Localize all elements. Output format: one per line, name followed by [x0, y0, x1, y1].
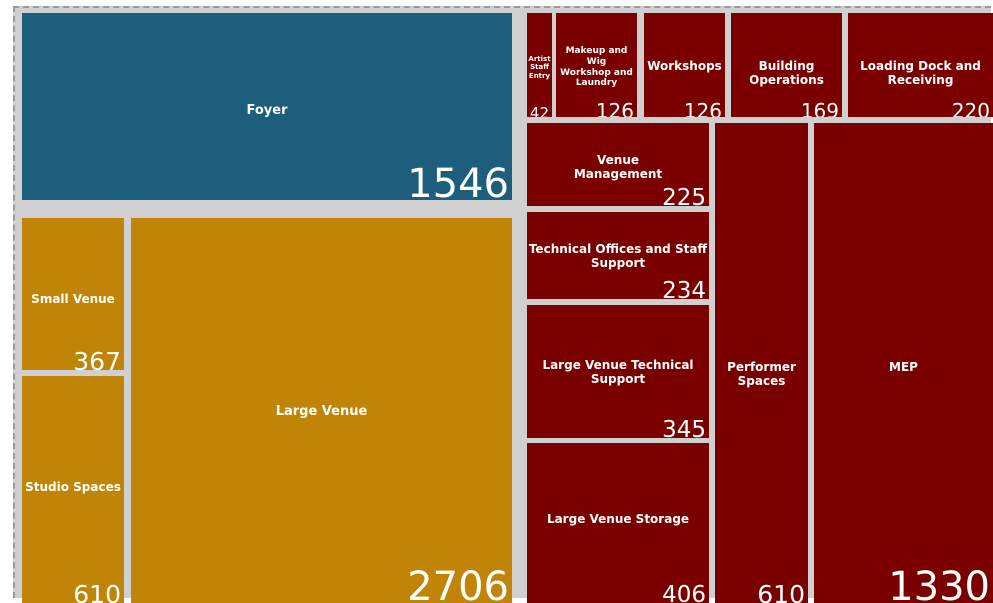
treemap-tile-technical-offices-and-staff-support: Technical Offices and Staff Support 234: [527, 212, 709, 299]
tile-label: Large Venue Storage: [546, 512, 690, 526]
tile-label: Venue Management: [573, 153, 663, 182]
treemap-tile-performer-spaces: Performer Spaces 610: [715, 123, 808, 603]
treemap-tile-workshops: Workshops 126: [644, 13, 725, 117]
tile-value: 406: [662, 582, 706, 603]
tile-label: Large Venue Technical Support: [542, 358, 694, 387]
tile-value: 126: [683, 99, 722, 117]
tile-value: 126: [595, 99, 634, 117]
tile-value: 610: [757, 580, 805, 603]
tile-label: Workshops: [647, 59, 722, 73]
tile-value: 220: [951, 99, 990, 117]
treemap-tile-large-venue-storage: Large Venue Storage 406: [527, 443, 709, 603]
treemap-chart: Foyer 1546 Large Venue 2706 Small Venue 367 St…: [13, 6, 993, 603]
tile-label: Studio Spaces: [25, 480, 121, 494]
treemap-tile-large-venue-technical-support: Large Venue Technical Support 345: [527, 305, 709, 438]
treemap-tile-artist-staff-entry: Artist Staff Entry 42: [527, 13, 552, 117]
tile-label: Technical Offices and Staff Support: [528, 242, 708, 271]
tile-label: Makeup and Wig Workshop and Laundry: [560, 46, 633, 89]
tile-label: Artist Staff Entry: [528, 55, 551, 80]
treemap-tile-loading-dock-and-receiving: Loading Dock and Receiving 220: [848, 13, 993, 117]
tile-value: 1546: [407, 161, 509, 200]
tile-value: 42: [529, 104, 549, 118]
tile-label: MEP: [889, 360, 918, 374]
tile-label: Loading Dock and Receiving: [860, 59, 981, 88]
tile-label: Large Venue: [275, 404, 368, 419]
tile-label: Building Operations: [749, 59, 824, 88]
tile-value: 2706: [407, 564, 509, 603]
treemap-tile-small-venue: Small Venue 367: [22, 218, 124, 370]
tile-label: Small Venue: [31, 292, 115, 306]
treemap-tile-venue-management: Venue Management 225: [527, 123, 709, 206]
tile-value: 367: [73, 347, 121, 370]
tile-value: 610: [73, 580, 121, 603]
treemap-tile-large-venue: Large Venue 2706: [131, 218, 512, 603]
tile-value: 225: [662, 185, 706, 207]
tile-value: 169: [800, 99, 839, 117]
tile-label: Foyer: [246, 103, 288, 118]
tile-label: Performer Spaces: [727, 360, 796, 389]
treemap-tile-makeup-and-wig-workshop-and-laundry: Makeup and Wig Workshop and Laundry 126: [556, 13, 637, 117]
tile-value: 234: [662, 278, 706, 300]
treemap-tile-building-operations: Building Operations 169: [731, 13, 842, 117]
tile-value: 345: [662, 417, 706, 439]
treemap-tile-foyer: Foyer 1546: [22, 13, 512, 200]
treemap-tile-mep: MEP 1330: [814, 123, 993, 603]
treemap-tile-studio-spaces: Studio Spaces 610: [22, 376, 124, 603]
tile-value: 1330: [888, 564, 990, 603]
